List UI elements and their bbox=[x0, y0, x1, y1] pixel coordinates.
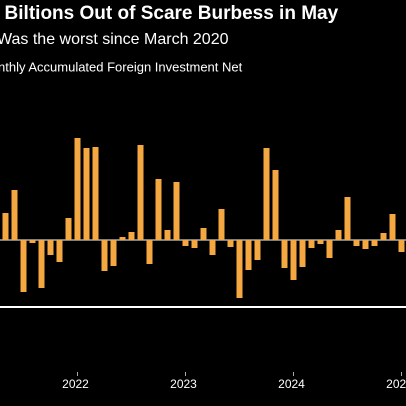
bar bbox=[74, 138, 81, 240]
bar bbox=[47, 240, 54, 255]
bar bbox=[110, 240, 117, 266]
bar bbox=[92, 147, 99, 240]
bar bbox=[344, 197, 351, 240]
bar bbox=[290, 240, 297, 280]
bar bbox=[65, 218, 72, 240]
bar bbox=[137, 145, 144, 240]
bar bbox=[11, 190, 18, 240]
bar bbox=[371, 240, 378, 246]
bar bbox=[272, 170, 279, 240]
bar bbox=[119, 237, 126, 240]
bar bbox=[128, 232, 135, 240]
bar bbox=[164, 230, 171, 240]
x-tick-label: 2025 bbox=[386, 377, 406, 391]
bar bbox=[299, 240, 306, 267]
bar bbox=[218, 209, 225, 240]
bar bbox=[173, 182, 180, 240]
bar bbox=[281, 240, 288, 268]
bar bbox=[29, 240, 36, 243]
bar bbox=[362, 240, 369, 249]
bar bbox=[38, 240, 45, 288]
bar bbox=[182, 240, 189, 246]
bar bbox=[20, 240, 27, 292]
bar bbox=[227, 240, 234, 247]
x-tick-label: 2024 bbox=[278, 377, 305, 391]
bar bbox=[389, 214, 396, 240]
bar bbox=[353, 240, 360, 246]
bar bbox=[56, 240, 63, 262]
bar bbox=[398, 240, 405, 252]
chart-subtitle: Was the worst since March 2020 bbox=[0, 31, 229, 48]
x-tick-label: 2022 bbox=[62, 377, 89, 391]
bar bbox=[191, 240, 198, 248]
bar bbox=[101, 240, 108, 271]
bar bbox=[335, 230, 342, 240]
bar bbox=[308, 240, 315, 248]
bar bbox=[317, 240, 324, 244]
bar bbox=[146, 240, 153, 264]
chart-title: l Biltions Out of Scare Burbess in May bbox=[0, 3, 339, 24]
bar bbox=[155, 179, 162, 240]
y-axis-label: nthly Accumulated Foreign Investment Net bbox=[0, 59, 243, 74]
bar bbox=[236, 240, 243, 298]
bar bbox=[2, 213, 9, 240]
bar bbox=[326, 240, 333, 258]
bar bbox=[200, 228, 207, 240]
x-tick-label: 2023 bbox=[170, 377, 197, 391]
bar bbox=[254, 240, 261, 260]
bar bbox=[209, 240, 216, 255]
bar bbox=[83, 148, 90, 240]
bar bbox=[245, 240, 252, 270]
bar bbox=[263, 148, 270, 240]
bar bbox=[380, 233, 387, 240]
